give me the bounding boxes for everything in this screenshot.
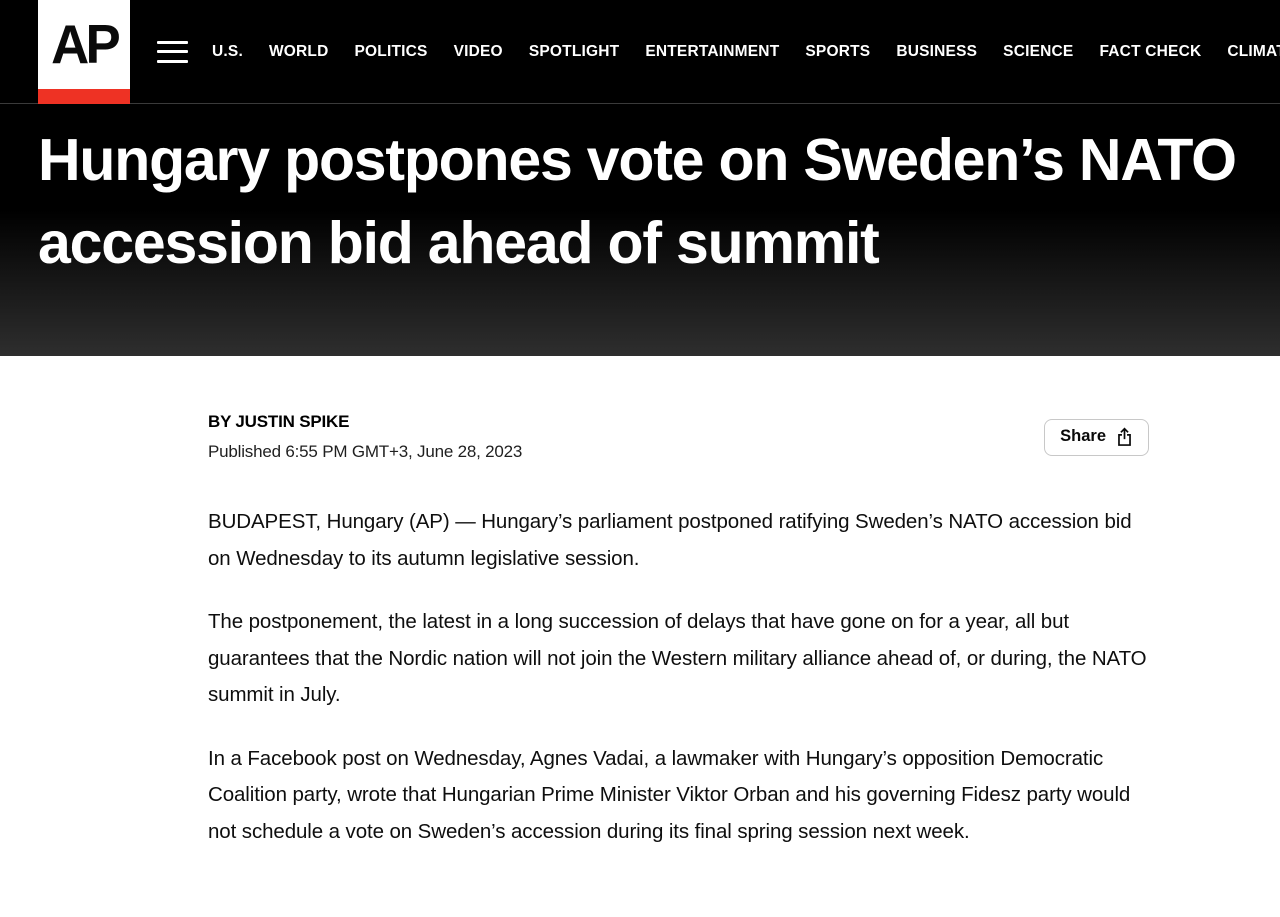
ap-logo[interactable]: AP	[38, 0, 130, 104]
article-paragraph: The postponement, the latest in a long s…	[208, 610, 1147, 706]
byline-block: BY JUSTIN SPIKE Published 6:55 PM GMT+3,…	[208, 412, 522, 462]
published-date: Published 6:55 PM GMT+3, June 28, 2023	[208, 442, 523, 461]
headline-hero: Hungary postpones vote on Sweden’s NATO …	[0, 104, 1280, 356]
article-meta-row: BY JUSTIN SPIKE Published 6:55 PM GMT+3,…	[208, 412, 1149, 462]
article-body: BY JUSTIN SPIKE Published 6:55 PM GMT+3,…	[0, 356, 1280, 850]
share-icon	[1118, 427, 1131, 446]
nav-item-us[interactable]: U.S.	[212, 42, 243, 60]
nav-item-spotlight[interactable]: SPOTLIGHT	[528, 42, 620, 60]
byline: BY JUSTIN SPIKE	[208, 412, 350, 431]
article-title: Hungary postpones vote on Sweden’s NATO …	[38, 127, 1237, 276]
nav-item-science[interactable]: SCIENCE	[1003, 42, 1074, 60]
nav-item-world[interactable]: WORLD	[268, 42, 329, 60]
nav-item-entertainment[interactable]: ENTERTAINMENT	[645, 42, 780, 60]
nav-item-business[interactable]: BUSINESS	[896, 42, 978, 60]
nav-item-sports[interactable]: SPORTS	[805, 42, 871, 60]
hamburger-menu-icon[interactable]	[157, 40, 188, 63]
nav-item-politics[interactable]: POLITICS	[354, 42, 428, 60]
ap-logo-red-bar	[38, 89, 130, 104]
nav-item-video[interactable]: VIDEO	[453, 42, 503, 60]
article-paragraph: BUDAPEST, Hungary (AP) — Hungary’s parli…	[208, 510, 1132, 570]
share-button[interactable]: Share	[1044, 418, 1149, 456]
top-nav-bar: AP U.S. WORLD POLITICS VIDEO SPOTLIGHT E…	[0, 0, 1280, 104]
ap-logo-text: AP	[51, 12, 121, 75]
nav-item-climate[interactable]: CLIMATE	[1227, 42, 1280, 60]
nav-item-fact-check[interactable]: FACT CHECK	[1099, 42, 1202, 60]
primary-nav: U.S. WORLD POLITICS VIDEO SPOTLIGHT ENTE…	[212, 43, 1280, 61]
article-paragraph: In a Facebook post on Wednesday, Agnes V…	[208, 746, 1131, 843]
share-button-label: Share	[1060, 427, 1106, 445]
